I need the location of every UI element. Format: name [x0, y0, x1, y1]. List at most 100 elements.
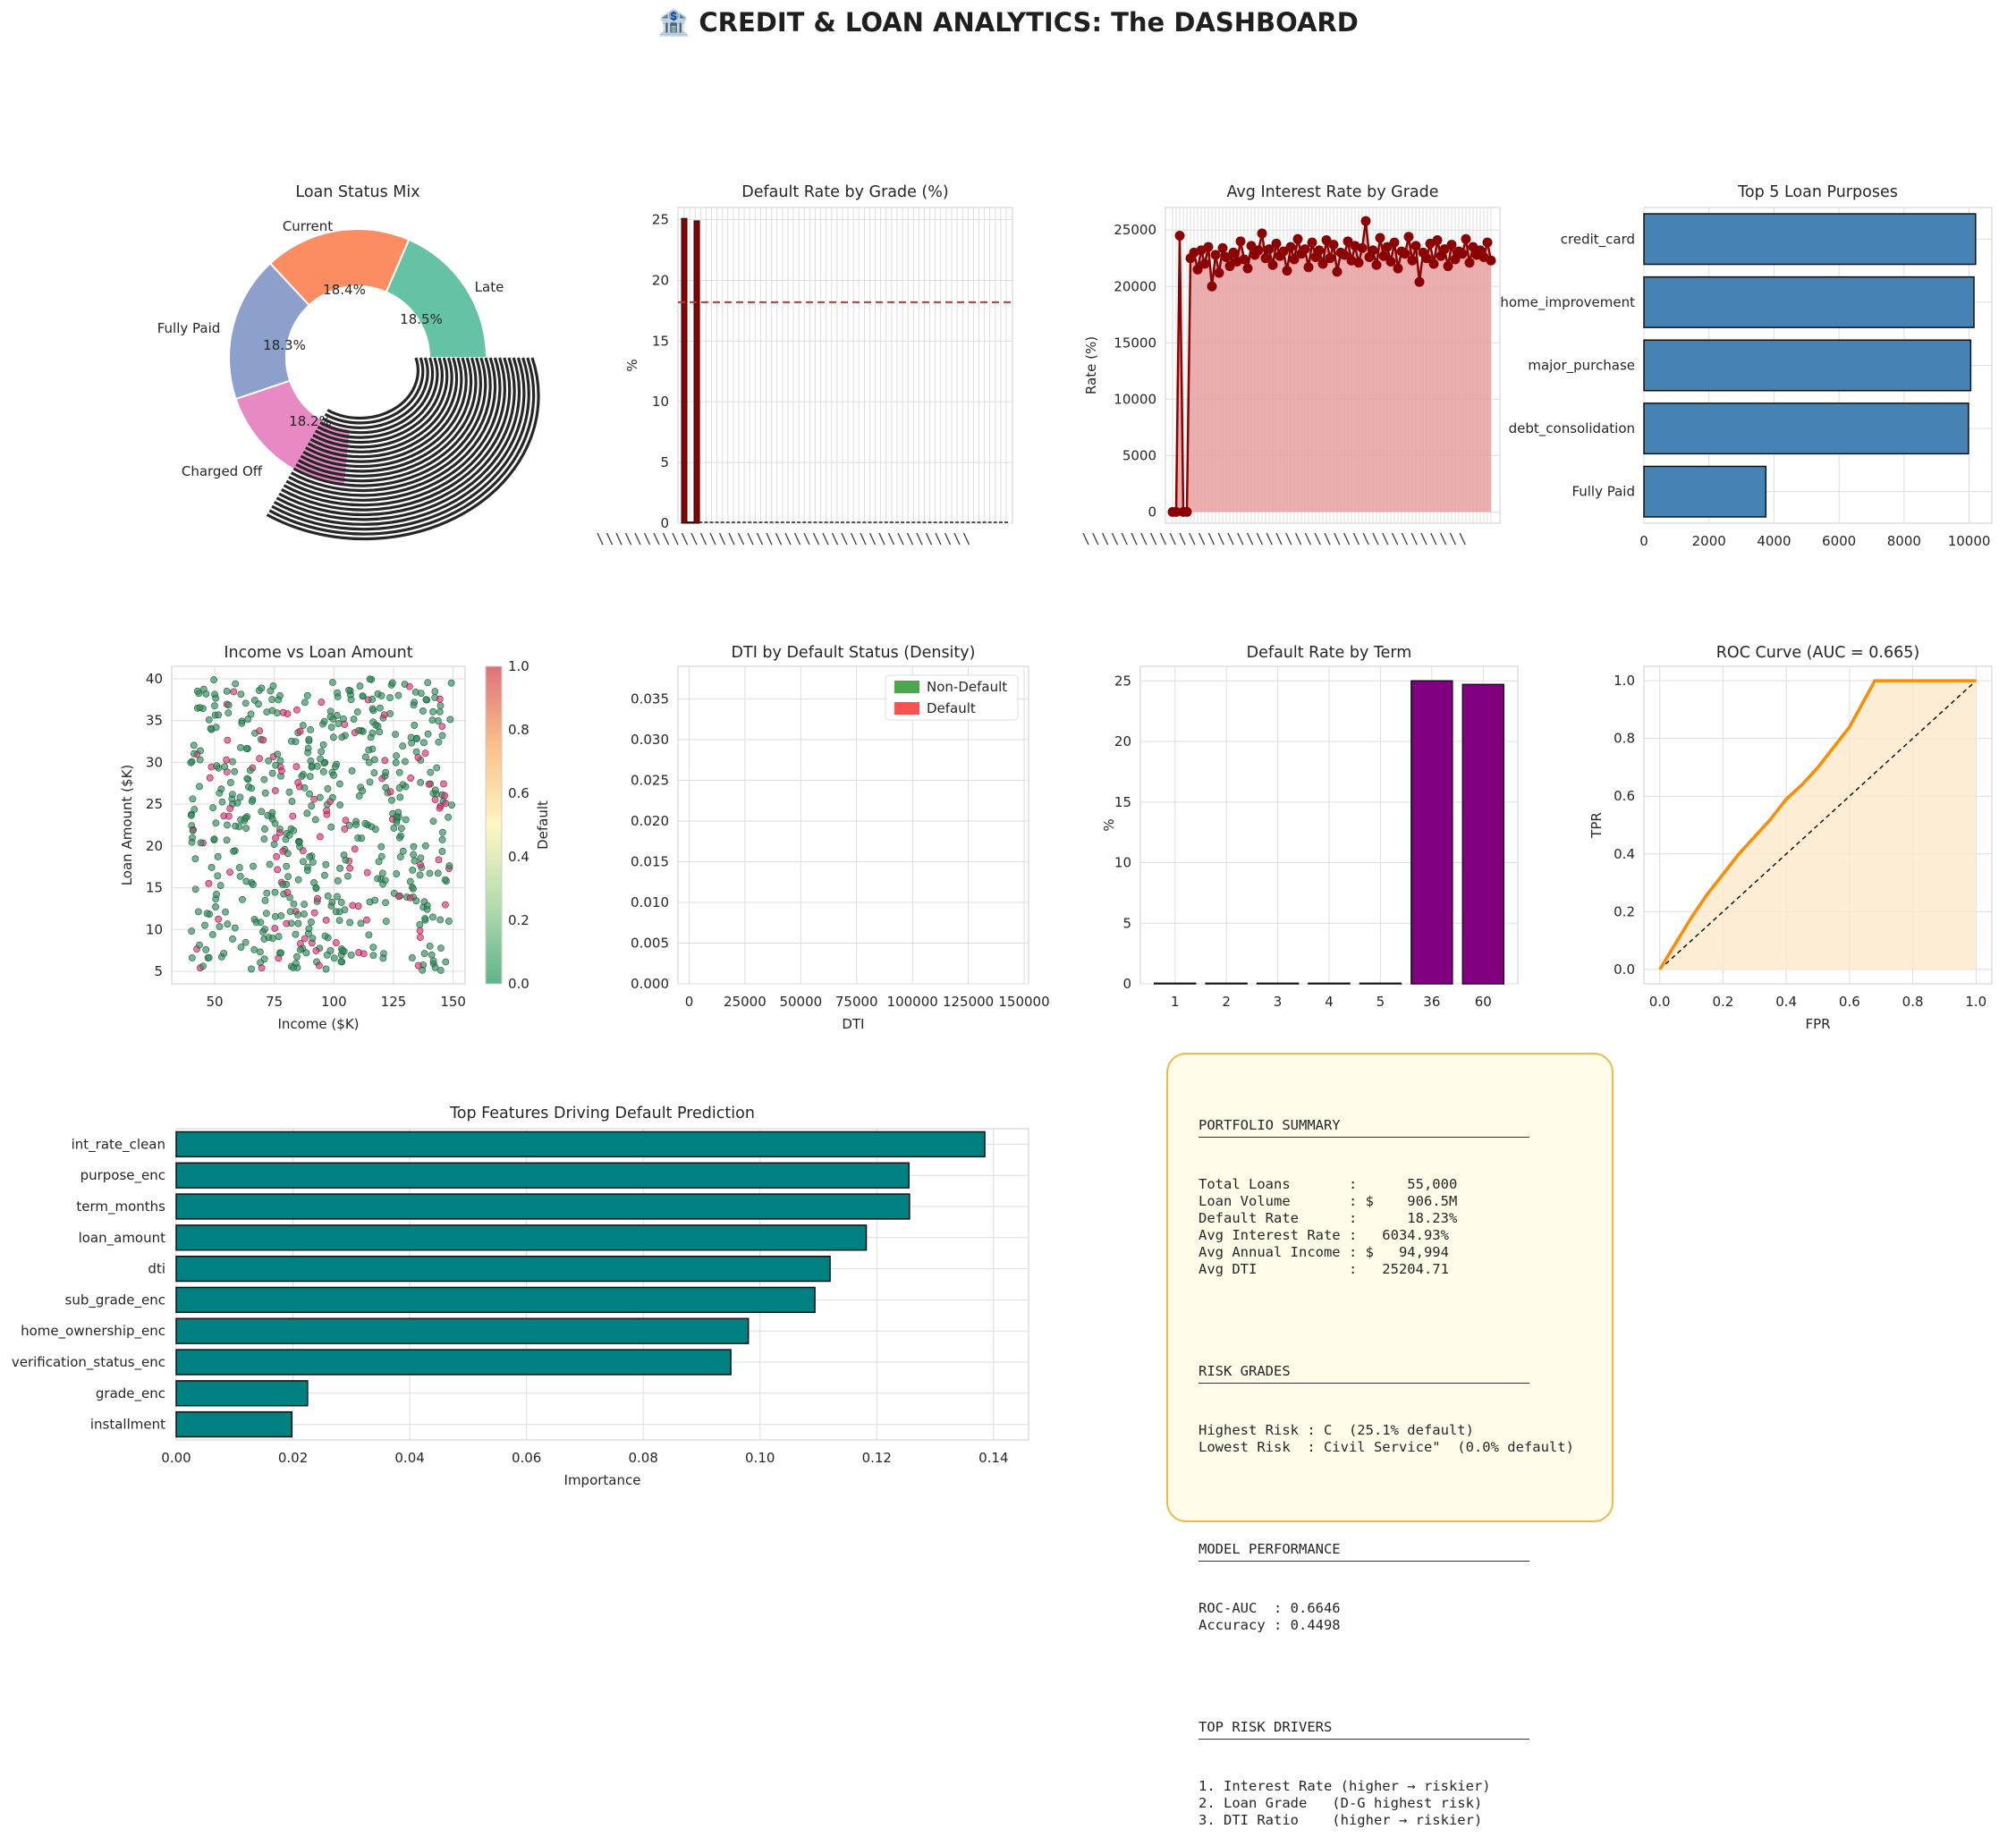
bar: [1410, 680, 1453, 985]
bar: [693, 220, 700, 524]
category-label: major_purchase: [1528, 358, 1635, 375]
non-default-point: [215, 711, 223, 719]
y-tick-label: 0.0: [1614, 961, 1635, 978]
non-default-point: [386, 694, 394, 701]
colorbar-tick-label: 1.0: [508, 658, 529, 674]
non-default-point: [420, 739, 428, 747]
x-tick-label: 150: [440, 994, 466, 1010]
swirl-arc: [288, 357, 497, 497]
x-tick-label: 50000: [779, 994, 822, 1010]
non-default-point: [392, 758, 400, 766]
non-default-point: [410, 885, 417, 893]
non-default-point: [334, 893, 341, 901]
non-default-point: [193, 687, 201, 695]
default-point: [292, 763, 301, 771]
tick-label-glyph: [1314, 532, 1321, 546]
tick-label-glyph: [1343, 532, 1351, 546]
y-tick-label: 0.025: [631, 772, 669, 788]
tick-label-glyph: [944, 532, 952, 546]
data-point: [1307, 237, 1317, 248]
category-label: installment: [90, 1417, 165, 1433]
data-point: [1303, 262, 1314, 273]
data-point: [1360, 216, 1371, 226]
non-default-point: [202, 946, 210, 953]
non-default-point: [259, 928, 267, 936]
chance-diagonal-line: [1659, 680, 1977, 970]
default-point: [271, 925, 279, 932]
x-tick-label: 0.08: [628, 1450, 657, 1466]
non-default-point: [417, 778, 425, 786]
non-default-point: [241, 699, 250, 707]
swirl-arc: [297, 357, 478, 478]
pie-overflow-label-swirl: [266, 357, 540, 541]
x-tick-label: 10000: [1948, 533, 1991, 549]
tick-label-glyph: [1304, 532, 1312, 546]
tick-label-glyph: [1362, 532, 1369, 546]
non-default-point: [298, 773, 306, 780]
non-default-point: [196, 756, 204, 764]
x-tick-label: 0: [685, 994, 694, 1010]
non-default-point: [294, 876, 302, 884]
tick-label-glyph: [1140, 532, 1148, 546]
non-default-point: [216, 923, 224, 930]
non-default-point: [190, 741, 198, 749]
non-default-point: [317, 755, 325, 763]
area-fill: [1173, 221, 1491, 512]
data-point: [1285, 241, 1296, 252]
bar: [1359, 982, 1402, 985]
non-default-point: [300, 858, 307, 866]
data-point: [1264, 244, 1275, 255]
x-tick-label: 75: [266, 994, 283, 1010]
non-default-point: [357, 919, 365, 927]
default-point: [407, 775, 415, 782]
non-default-point: [447, 679, 455, 687]
bar: [687, 521, 694, 524]
non-default-point: [359, 692, 367, 699]
default-point: [279, 847, 287, 855]
roc-curve-line: [1658, 679, 1977, 970]
default-point: [256, 727, 264, 735]
y-tick-label: 0.2: [1614, 903, 1635, 919]
tick-label-glyph: [1334, 532, 1341, 546]
data-point: [1171, 506, 1182, 517]
default-point: [223, 756, 231, 764]
pie-label: Current: [283, 218, 333, 234]
tick-label-glyph: [1285, 532, 1292, 546]
default-point: [360, 950, 368, 958]
y-axis-label: %: [624, 359, 640, 371]
y-tick-label: 25000: [1114, 222, 1156, 238]
non-default-point: [224, 701, 233, 709]
non-default-point: [301, 901, 309, 908]
non-default-point: [264, 811, 272, 819]
non-default-point: [202, 690, 210, 698]
y-tick-label: 0: [1122, 976, 1131, 992]
non-default-point: [407, 733, 415, 741]
non-default-point: [189, 795, 197, 803]
swirl-arc: [290, 357, 492, 493]
non-default-point: [205, 953, 213, 961]
non-default-point: [188, 953, 196, 961]
non-default-point: [304, 749, 312, 757]
non-default-point: [438, 732, 446, 740]
non-default-point: [406, 877, 414, 885]
non-default-point: [266, 860, 274, 868]
x-tick-label: 36: [1423, 994, 1440, 1010]
chart-title: ROC Curve (AUC = 0.665): [1716, 644, 1919, 662]
tick-label-glyph: [1131, 532, 1138, 546]
non-default-point: [328, 679, 336, 686]
bar: [175, 1255, 831, 1283]
chart-title: Avg Interest Rate by Grade: [1226, 183, 1438, 201]
swirl-arc: [285, 357, 502, 502]
x-tick-label: 8000: [1887, 533, 1921, 549]
non-default-point: [365, 931, 373, 939]
x-tick-label: 125: [381, 994, 407, 1010]
non-default-point: [189, 834, 196, 842]
non-default-point: [252, 919, 260, 927]
non-default-point: [271, 888, 279, 896]
non-default-point: [196, 941, 203, 949]
tick-label-glyph: [1401, 532, 1409, 546]
tick-label-glyph: [1275, 532, 1283, 546]
default-point: [436, 695, 444, 703]
y-tick-label: 0.035: [631, 690, 669, 707]
y-tick-label: 0.010: [631, 894, 669, 910]
